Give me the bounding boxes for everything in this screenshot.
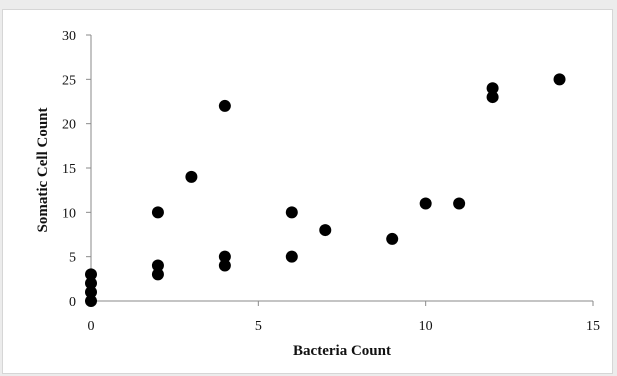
y-tick-label: 15: [62, 162, 76, 177]
data-point: [85, 295, 97, 307]
data-point: [151, 206, 164, 219]
data-point: [453, 197, 466, 210]
data-point: [486, 82, 499, 95]
y-axis-title: Somatic Cell Count: [35, 108, 51, 233]
x-axis-title: Bacteria Count: [293, 343, 391, 359]
y-tick-label: 20: [62, 118, 76, 133]
data-point: [151, 259, 164, 272]
data-point: [218, 250, 231, 263]
data-point: [185, 170, 198, 183]
data-point: [218, 99, 231, 112]
x-tick-label: 10: [419, 319, 433, 334]
data-point: [553, 73, 566, 86]
data-point: [151, 268, 164, 281]
chart-area: [2, 9, 613, 374]
tick-labels: 0 5 10 15 20 25 30 0 5 10 15: [62, 29, 600, 334]
x-tick-label: 15: [586, 319, 600, 334]
data-point: [285, 206, 298, 219]
x-tick-label: 0: [88, 319, 95, 334]
data-point: [85, 268, 97, 281]
data-point: [386, 232, 399, 245]
data-point: [486, 91, 499, 104]
data-point: [218, 259, 231, 272]
data-point: [319, 224, 332, 237]
data-point: [85, 277, 97, 290]
data-point: [419, 197, 432, 210]
y-tick-label: 25: [62, 73, 76, 88]
data-point: [85, 286, 97, 299]
x-tick-label: 5: [255, 319, 262, 334]
data-point: [285, 250, 298, 263]
y-tick-label: 0: [69, 295, 76, 310]
y-tick-label: 30: [62, 29, 76, 44]
y-tick-label: 10: [62, 206, 76, 221]
y-tick-label: 5: [69, 251, 76, 266]
data-points: [85, 73, 566, 307]
